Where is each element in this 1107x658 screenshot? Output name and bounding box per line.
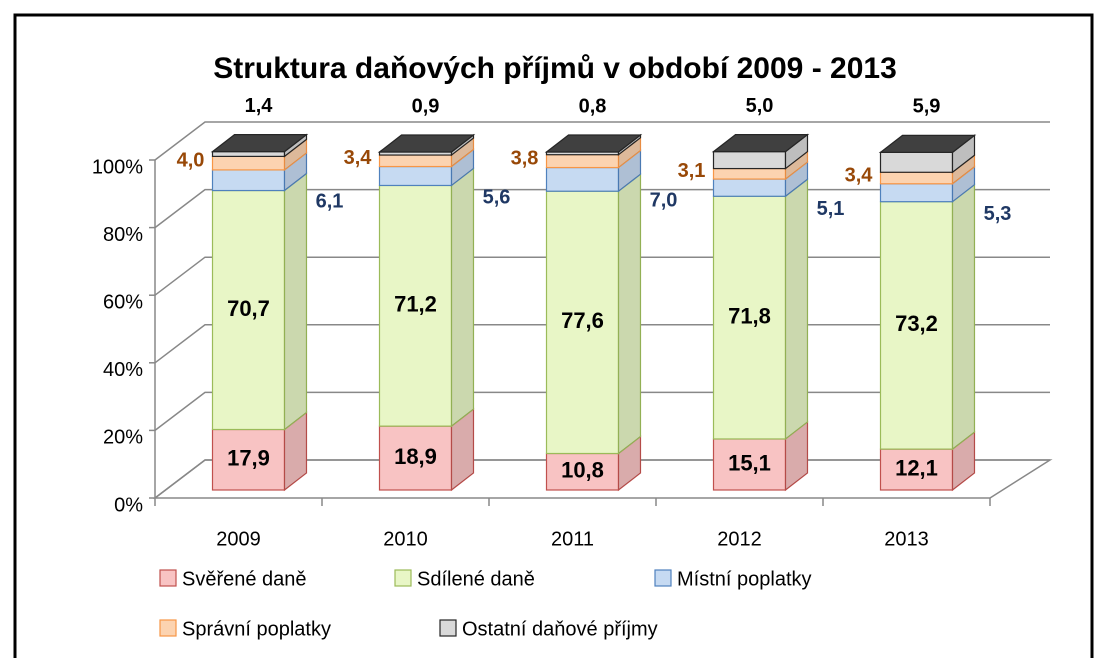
x-tick-label: 2009 — [216, 528, 261, 550]
legend-label: Svěřené daně — [182, 568, 307, 590]
data-label: 10,8 — [561, 458, 604, 483]
legend-label: Sdílené daně — [417, 568, 535, 590]
x-tick-label: 2011 — [551, 528, 594, 550]
legend-label: Ostatní daňové příjmy — [462, 618, 658, 640]
data-label: 7,0 — [650, 190, 678, 212]
bar-side-shade — [785, 179, 808, 439]
y-tick-label: 40% — [103, 359, 143, 381]
bar-segment — [211, 151, 286, 157]
data-label: 17,9 — [227, 446, 270, 471]
data-label: 15,1 — [728, 450, 771, 475]
data-label: 12,1 — [895, 455, 938, 480]
bar-side-shade — [284, 173, 307, 430]
bar-side-shade — [785, 134, 808, 169]
bar-side-shade — [618, 150, 641, 192]
legend-swatch — [159, 619, 177, 637]
data-label: 18,9 — [394, 444, 437, 469]
grid-line — [154, 121, 1050, 161]
bar-top — [711, 134, 810, 153]
bar-segment — [712, 178, 787, 197]
data-label: 3,4 — [344, 147, 373, 169]
data-label: 4,0 — [177, 149, 205, 171]
bar-segment — [211, 428, 286, 491]
bar-segment — [879, 171, 954, 185]
bar-segment — [712, 151, 787, 170]
bar-side-shade — [952, 166, 975, 202]
bar-side-shade — [618, 174, 641, 454]
bar-segment — [211, 155, 286, 171]
bar-segment — [378, 184, 453, 427]
bar-segment — [545, 166, 620, 192]
data-label: 3,1 — [678, 160, 706, 182]
data-label: 5,3 — [984, 203, 1012, 225]
data-label: 73,2 — [895, 311, 938, 336]
legend-swatch — [439, 619, 457, 637]
data-label: 3,4 — [845, 164, 874, 186]
bar-side-shade — [451, 149, 474, 186]
data-label: 5,1 — [817, 198, 845, 220]
bar-segment — [712, 167, 787, 180]
legend-swatch — [654, 569, 672, 587]
legend-label: Místní poplatky — [677, 568, 812, 590]
bar-segment — [879, 183, 954, 203]
bar-segment — [879, 201, 954, 450]
bar-top — [377, 134, 476, 153]
data-label: 71,8 — [728, 303, 771, 328]
bar-side-shade — [952, 135, 975, 173]
bar-side-shade — [451, 138, 474, 167]
bar-side-shade — [785, 162, 808, 197]
bar-side-shade — [284, 412, 307, 490]
data-label: 6,1 — [316, 191, 344, 213]
bar-side-shade — [785, 421, 808, 490]
bar-side-shade — [952, 184, 975, 450]
x-tick-label: 2013 — [884, 528, 929, 550]
bar-segment — [378, 425, 453, 491]
legend-label: Správní poplatky — [182, 618, 331, 640]
y-tick-label: 0% — [114, 494, 143, 516]
y-tick-label: 100% — [92, 156, 143, 178]
data-label: 5,0 — [746, 95, 774, 117]
bar-segment — [712, 195, 787, 440]
data-label: 1,4 — [245, 95, 274, 117]
bar-side-shade — [618, 137, 641, 168]
data-label: 77,6 — [561, 308, 604, 333]
data-label: 71,2 — [394, 292, 437, 317]
x-tick-label: 2012 — [717, 528, 762, 550]
bar-side-shade — [952, 432, 975, 490]
bar-segment — [211, 169, 286, 192]
bar-side-shade — [785, 151, 808, 180]
bar-side-shade — [952, 155, 975, 184]
bar-side-shade — [284, 134, 307, 157]
legend-swatch — [159, 569, 177, 587]
bar-segment — [378, 154, 453, 168]
bar-side-shade — [284, 152, 307, 191]
bar-segment — [378, 165, 453, 187]
data-label: 70,7 — [227, 296, 270, 321]
y-tick-label: 60% — [103, 291, 143, 313]
bar-segment — [545, 154, 620, 169]
bar-top — [210, 134, 309, 153]
y-tick-label: 20% — [103, 427, 143, 449]
bar-side-shade — [451, 135, 474, 156]
bar-segment — [879, 151, 954, 173]
bar-side-shade — [451, 168, 474, 427]
chart-title: Struktura daňových příjmů v období 2009 … — [213, 52, 897, 85]
bar-segment — [712, 438, 787, 491]
data-label: 5,6 — [483, 186, 511, 208]
bar-segment — [545, 190, 620, 455]
bar-side-shade — [284, 139, 307, 170]
bar-side-shade — [451, 409, 474, 490]
data-label: 0,8 — [579, 95, 607, 117]
bar-top — [878, 134, 977, 153]
x-tick-label: 2010 — [383, 528, 428, 550]
data-label: 5,9 — [913, 96, 941, 118]
legend-swatch — [394, 569, 412, 587]
data-label: 0,9 — [412, 95, 440, 117]
y-tick-label: 80% — [103, 224, 143, 246]
data-label: 3,8 — [511, 147, 539, 169]
bar-top — [544, 134, 643, 153]
